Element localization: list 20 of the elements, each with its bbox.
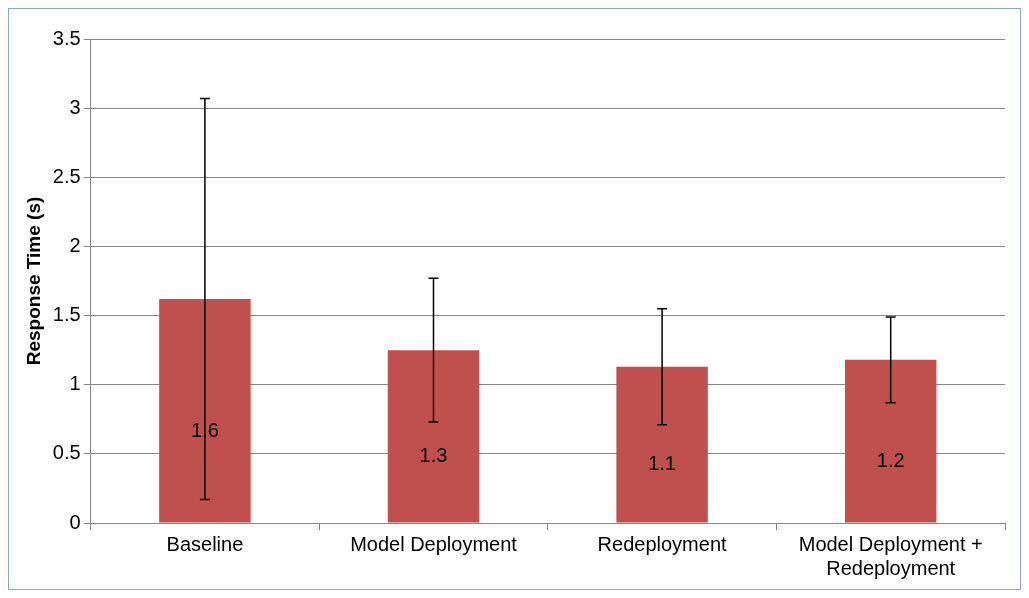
y-tick-label: 2.5 [52,164,81,187]
bar [616,366,708,523]
y-tick-label: 0.5 [52,441,81,464]
y-tick-label: 1 [69,372,81,395]
y-tick-label: 3.5 [52,26,81,49]
x-tick-label: Redeployment [597,532,728,555]
x-tick-label: Baseline [166,532,244,555]
x-tick-label: Model Deployment + Redeployment [798,532,983,579]
y-tick-label: 0 [69,510,81,533]
y-tick-label: 1.5 [52,303,81,326]
data-label: 1.1 [648,452,677,475]
y-axis-title: Response Time (s) [22,196,44,366]
bar [844,359,937,523]
bar [387,350,480,523]
data-label: 1.3 [419,444,448,467]
y-tick-label: 3 [69,95,81,118]
data-label: 1.2 [876,448,905,471]
x-tick-label: Model Deployment [350,532,518,555]
y-tick-label: 2 [69,233,81,256]
bar [159,298,251,523]
